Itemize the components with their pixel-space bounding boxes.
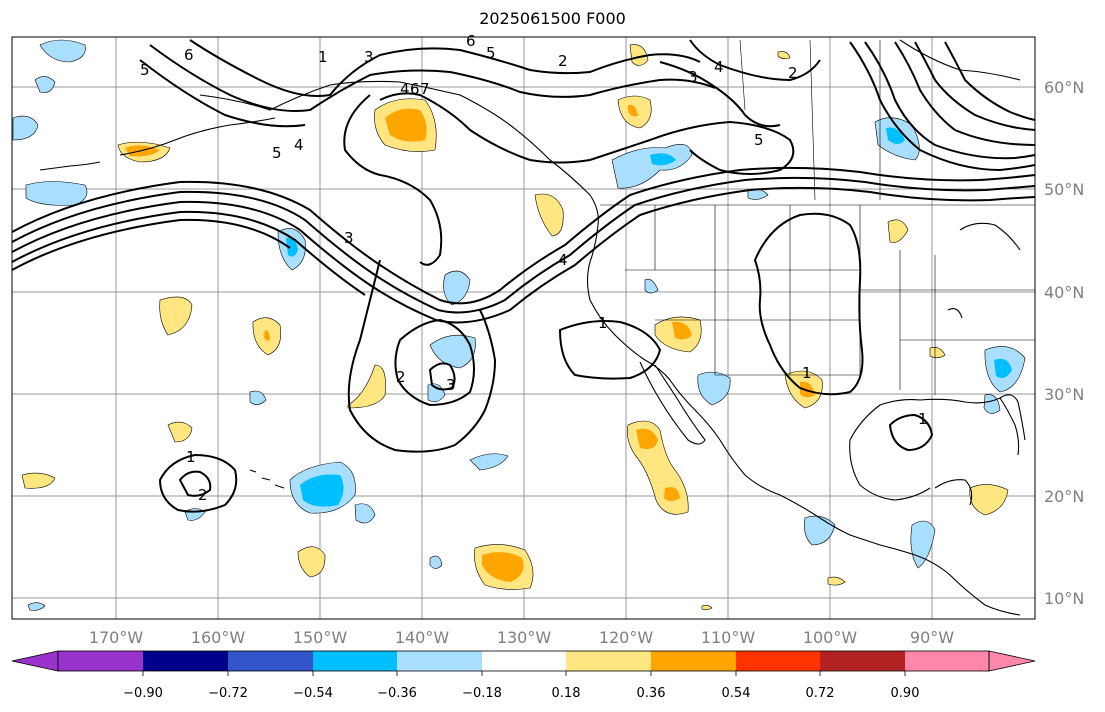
negative-anomaly-fills bbox=[12, 39, 1026, 611]
colorbar-segment bbox=[566, 651, 651, 671]
contour-label: 1 bbox=[598, 314, 608, 332]
coastlines bbox=[39, 39, 1026, 616]
colorbar-tick-label: 0.18 bbox=[552, 686, 581, 701]
state-borders bbox=[600, 39, 1035, 395]
colorbar-tick-label: −0.72 bbox=[208, 686, 248, 701]
lat-label: 60°N bbox=[1044, 78, 1084, 97]
map-title: 2025061500 F000 bbox=[479, 9, 626, 28]
contour-labels: 1 3 5 6 2 3 4 5 4 5 4 3 4 1 2 3 1 2 1 1 … bbox=[140, 32, 928, 504]
lon-label: 100°W bbox=[803, 628, 858, 647]
colorbar-tick-label: 0.54 bbox=[722, 686, 751, 701]
lon-label: 90°W bbox=[910, 628, 954, 647]
colorbar-segment bbox=[228, 651, 313, 671]
contour-label: 5 bbox=[272, 144, 282, 162]
contour-label: 3 bbox=[446, 376, 456, 394]
contour-label: 6 bbox=[466, 32, 476, 50]
colorbar-segment bbox=[143, 651, 228, 671]
lon-label: 120°W bbox=[599, 628, 654, 647]
colorbar-tick-label: −0.90 bbox=[123, 686, 163, 701]
lat-label: 10°N bbox=[1044, 589, 1084, 608]
latitude-labels: 60°N 50°N 40°N 30°N 20°N 10°N bbox=[1044, 78, 1084, 608]
colorbar-extend-low bbox=[11, 650, 59, 672]
contour-label: 7 bbox=[420, 80, 430, 98]
lon-label: 150°W bbox=[293, 628, 348, 647]
contour-label: 5 bbox=[140, 61, 150, 79]
contour-label: 4 bbox=[294, 136, 304, 154]
contour-label: 3 bbox=[344, 229, 354, 247]
colorbar-segment bbox=[905, 651, 989, 671]
lat-label: 20°N bbox=[1044, 487, 1084, 506]
positive-anomaly-fills bbox=[21, 44, 1009, 611]
colorbar-segment bbox=[58, 651, 143, 671]
contour-label: 4 bbox=[714, 58, 724, 76]
lon-label: 170°W bbox=[89, 628, 144, 647]
colorbar-tick-label: −0.36 bbox=[377, 686, 417, 701]
colorbar-segment bbox=[820, 651, 905, 671]
colorbar-segment bbox=[313, 651, 397, 671]
contour-label: 1 bbox=[802, 364, 812, 382]
colorbar-segment bbox=[651, 651, 736, 671]
contour-label: 1 bbox=[318, 48, 328, 66]
colorbar-segment bbox=[736, 651, 820, 671]
contour-label: 2 bbox=[198, 486, 208, 504]
contour-label: 3 bbox=[364, 48, 374, 66]
colorbar-tick-label: 0.36 bbox=[637, 686, 666, 701]
colorbar-tick-label: −0.18 bbox=[462, 686, 502, 701]
contour-lines bbox=[11, 39, 1036, 513]
lon-label: 130°W bbox=[497, 628, 552, 647]
lon-label: 140°W bbox=[395, 628, 450, 647]
longitude-labels: 170°W 160°W 150°W 140°W 130°W 120°W 110°… bbox=[89, 628, 954, 647]
colorbar-tick-label: −0.54 bbox=[293, 686, 333, 701]
colorbar-segment bbox=[397, 651, 482, 671]
lat-label: 50°N bbox=[1044, 180, 1084, 199]
colorbar-extend-high bbox=[988, 650, 1036, 672]
contour-label: 2 bbox=[558, 52, 568, 70]
lat-label: 30°N bbox=[1044, 385, 1084, 404]
contour-label: 6 bbox=[410, 80, 420, 98]
contour-label: 2 bbox=[788, 64, 798, 82]
contour-label: 6 bbox=[184, 46, 194, 64]
colorbar-tick-label: 0.90 bbox=[891, 686, 920, 701]
contour-label: 3 bbox=[688, 68, 698, 86]
lon-label: 160°W bbox=[191, 628, 246, 647]
lat-label: 40°N bbox=[1044, 283, 1084, 302]
map-body: 1 3 5 6 2 3 4 5 4 5 4 3 4 1 2 3 1 2 1 1 … bbox=[11, 32, 1036, 620]
colorbar-tick-label: 0.72 bbox=[806, 686, 835, 701]
colorbar-segment bbox=[482, 651, 566, 671]
contour-label: 5 bbox=[754, 131, 764, 149]
contour-label: 5 bbox=[486, 44, 496, 62]
contour-label: 2 bbox=[396, 368, 406, 386]
contour-label: 4 bbox=[400, 80, 410, 98]
lon-label: 110°W bbox=[701, 628, 756, 647]
map-frame bbox=[11, 36, 1036, 620]
contour-label: 4 bbox=[558, 251, 568, 269]
contour-label: 1 bbox=[918, 410, 928, 428]
contour-label: 1 bbox=[186, 448, 196, 466]
colorbar: −0.90 −0.72 −0.54 −0.36 −0.18 0.18 0.36 … bbox=[11, 650, 1036, 701]
